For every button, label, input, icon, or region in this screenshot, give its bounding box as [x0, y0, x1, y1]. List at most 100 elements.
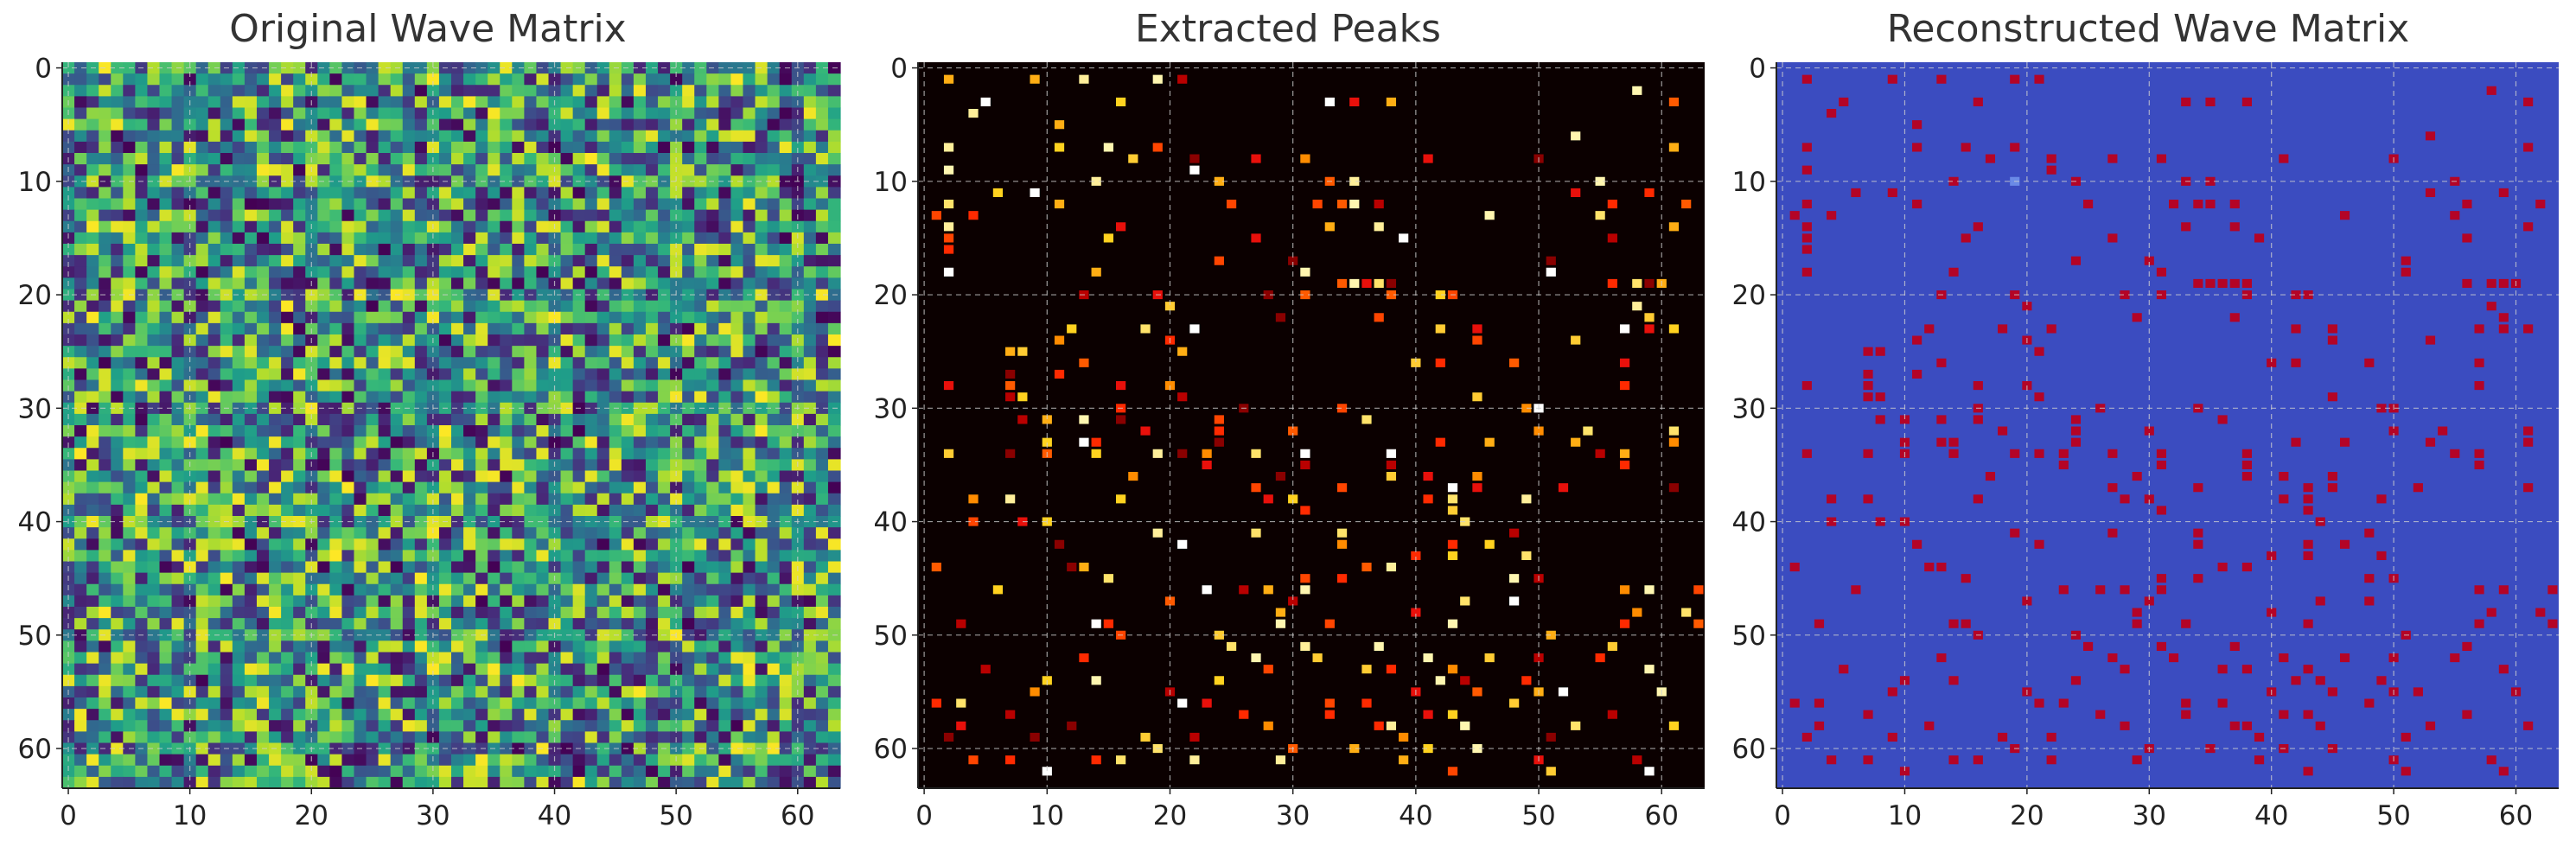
peak-cell [2241, 665, 2252, 674]
heatmap-cell [244, 62, 258, 74]
heatmap-cell [694, 618, 707, 630]
heatmap-cell [402, 685, 416, 698]
heatmap-cell [730, 334, 744, 347]
heatmap-cell [207, 504, 221, 517]
peak-cell [1300, 449, 1310, 458]
panel-reconstructed-wave-matrix: Reconstructed Wave Matrix 0 10 20 30 40 50 60 0… [1720, 0, 2576, 847]
heatmap-cell [670, 550, 683, 563]
heatmap-cell [147, 391, 161, 404]
heatmap-cell [815, 289, 829, 302]
heatmap-cell [269, 220, 282, 233]
heatmap-cell [171, 595, 185, 608]
heatmap-cell [402, 334, 416, 347]
heatmap-cell [560, 379, 574, 392]
heatmap-cell [62, 607, 75, 619]
heatmap-cell [378, 583, 392, 596]
peak-cell [1202, 698, 1212, 708]
heatmap-cell [755, 731, 768, 744]
heatmap-cell [86, 130, 99, 143]
heatmap-cell [195, 583, 209, 596]
heatmap-cell [99, 187, 112, 200]
heatmap-cell [488, 141, 501, 154]
heatmap-cell [390, 357, 404, 369]
heatmap-cell [329, 629, 343, 641]
heatmap-cell [390, 334, 404, 347]
heatmap-cell [767, 674, 781, 687]
peak-cell [1985, 154, 1996, 163]
heatmap-cell [329, 289, 343, 302]
heatmap-cell [123, 311, 136, 324]
heatmap-cell [730, 130, 744, 143]
heatmap-cell [366, 720, 379, 732]
heatmap-cell [378, 118, 392, 131]
heatmap-cell [682, 776, 695, 789]
heatmap-cell [779, 765, 793, 778]
heatmap-cell [803, 85, 817, 97]
heatmap-cell [536, 85, 550, 97]
heatmap-cell [244, 232, 258, 245]
peak-cell [2254, 233, 2265, 243]
heatmap-cell [658, 561, 671, 574]
heatmap-cell [463, 107, 476, 120]
heatmap-cell [366, 493, 379, 506]
heatmap-cell [438, 96, 452, 109]
heatmap-cell [147, 164, 161, 176]
heatmap-cell [269, 368, 282, 381]
heatmap-cell [706, 697, 719, 710]
heatmap-cell [488, 277, 501, 290]
heatmap-cell [341, 595, 355, 608]
heatmap-cell [609, 209, 622, 222]
heatmap-cell [524, 153, 538, 165]
peak-cell [1668, 97, 1680, 107]
heatmap-cell [584, 720, 598, 732]
heatmap-cell [135, 187, 149, 200]
heatmap-cell [584, 220, 598, 233]
peak-cell [1595, 211, 1605, 220]
heatmap-cell [402, 300, 416, 313]
heatmap-cell [646, 187, 659, 200]
heatmap-cell [682, 357, 695, 369]
heatmap-cell [293, 300, 306, 313]
peak-cell [2474, 449, 2484, 458]
heatmap-cell [293, 96, 306, 109]
heatmap-cell [475, 425, 488, 437]
heatmap-cell [718, 697, 732, 710]
heatmap-cell [743, 561, 756, 574]
heatmap-cell [390, 685, 404, 698]
heatmap-cell [767, 62, 781, 74]
heatmap-cell [730, 73, 744, 86]
heatmap-cell [670, 244, 683, 256]
heatmap-cell [658, 255, 671, 267]
heatmap-cell [524, 107, 538, 120]
heatmap-background [1776, 62, 2559, 788]
heatmap-cell [548, 175, 562, 188]
heatmap-cell [86, 720, 99, 732]
peak-cell [2229, 222, 2240, 232]
heatmap-cell [827, 322, 841, 335]
heatmap-cell [767, 731, 781, 744]
heatmap-cell [438, 481, 452, 494]
peak-cell [1863, 369, 1873, 379]
peak-cell [2156, 449, 2166, 458]
heatmap-cell [609, 244, 622, 256]
heatmap-cell [317, 709, 330, 721]
heatmap-cell [207, 538, 221, 551]
heatmap-cell [755, 346, 768, 358]
heatmap-cell [682, 709, 695, 721]
heatmap-cell [378, 550, 392, 563]
heatmap-cell [803, 96, 817, 109]
heatmap-cell [147, 402, 161, 415]
heatmap-cell [195, 742, 209, 755]
heatmap-cell [488, 493, 501, 506]
heatmap-cell [159, 209, 173, 222]
heatmap-cell [572, 425, 586, 437]
heatmap-cell [390, 277, 404, 290]
heatmap-cell [536, 334, 550, 347]
heatmap-cell [341, 368, 355, 381]
heatmap-cell [755, 153, 768, 165]
heatmap-cell [438, 391, 452, 404]
heatmap-cell [500, 141, 513, 154]
heatmap-cell [609, 459, 622, 472]
heatmap-cell [524, 685, 538, 698]
heatmap-cell [341, 153, 355, 165]
